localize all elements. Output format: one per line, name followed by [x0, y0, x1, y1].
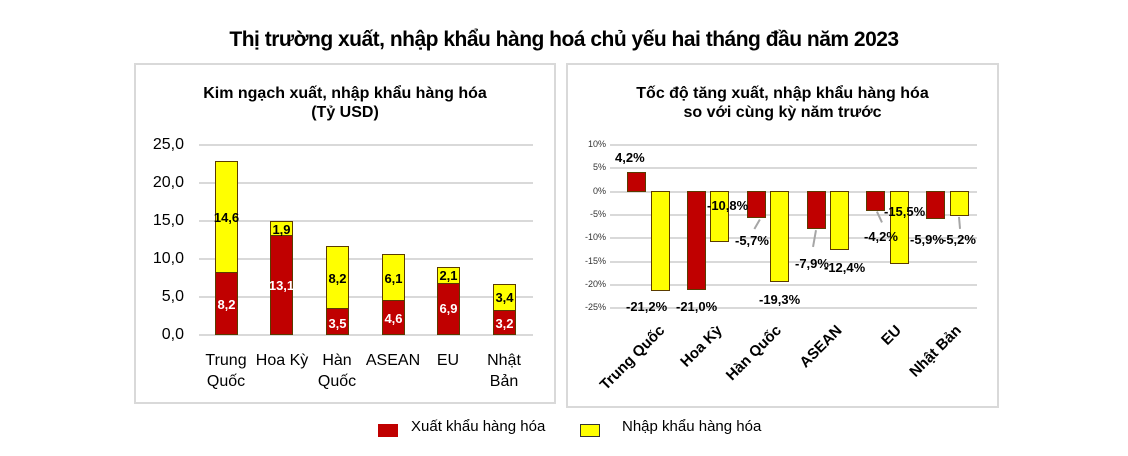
value-label: 6,9: [439, 301, 458, 316]
x-label: Nhật Bản: [487, 352, 521, 390]
x-label: Trung Quốc: [205, 352, 247, 390]
y-tick: 10%: [587, 139, 606, 149]
y-tick: -10%: [584, 232, 606, 242]
right-chart-title: Tốc độ tăng xuất, nhập khẩu hàng hóa so …: [566, 84, 999, 122]
value-label: 13,1: [268, 278, 295, 293]
value-label: 14,6: [213, 210, 240, 225]
value-label: -5,9%: [910, 232, 944, 247]
left-chart-title: Kim ngạch xuất, nhập khẩu hàng hóa (Tỷ U…: [134, 84, 556, 122]
bar-export: [807, 191, 826, 229]
x-label: Hàn Quốc: [317, 352, 357, 390]
legend-label-export: Xuất khẩu hàng hóa: [411, 418, 546, 435]
gridline: [199, 296, 533, 298]
gridline: [199, 182, 533, 184]
value-label: 6,1: [384, 271, 403, 286]
value-label: -10,8%: [707, 198, 749, 213]
x-label: ASEAN: [365, 352, 421, 369]
gridline: [610, 284, 977, 286]
bar-export: [747, 191, 766, 218]
gridline: [199, 220, 533, 222]
bar-export: [437, 283, 460, 335]
y-tick: 5%: [592, 162, 606, 172]
bar-import: [950, 191, 969, 216]
value-label: -4,2%: [864, 229, 898, 244]
main-title: Thị trường xuất, nhập khẩu hàng hoá chủ …: [229, 28, 899, 51]
gridline: [610, 261, 977, 263]
left-chart-panel: [134, 63, 556, 404]
gridline: [199, 144, 533, 146]
x-label: EU: [436, 352, 460, 369]
y-tick: 10,0: [152, 250, 184, 267]
bar-export: [866, 191, 885, 211]
right-title-line1: Tốc độ tăng xuất, nhập khẩu hàng hóa: [636, 85, 929, 102]
value-label: -15,5%: [884, 204, 926, 219]
y-tick: 0,0: [161, 326, 184, 343]
bar-export: [687, 191, 706, 290]
left-title-line1: Kim ngạch xuất, nhập khẩu hàng hóa: [203, 85, 487, 102]
y-tick: -20%: [584, 279, 606, 289]
y-tick: 25,0: [152, 136, 184, 153]
bar-import: [890, 191, 909, 264]
gridline: [199, 258, 533, 260]
value-label: -7,9%: [795, 256, 829, 271]
value-label: -5,2%: [942, 232, 976, 247]
y-tick: -5%: [589, 209, 606, 219]
bar-export: [926, 191, 945, 219]
value-label: 8,2: [328, 271, 347, 286]
value-label: 4,6: [384, 311, 403, 326]
bar-import: [710, 191, 729, 242]
value-label: 2,1: [439, 268, 458, 283]
legend-label-import: Nhập khẩu hàng hóa: [622, 418, 762, 435]
bar-import: [830, 191, 849, 250]
value-label: -21,0%: [676, 299, 718, 314]
value-label: 4,2%: [615, 150, 645, 165]
value-label: -21,2%: [626, 299, 668, 314]
bar-export: [627, 172, 646, 192]
left-title-line2: (Tỷ USD): [311, 104, 379, 121]
value-label: -19,3%: [759, 292, 801, 307]
y-tick: 20,0: [152, 174, 184, 191]
gridline: [610, 214, 977, 216]
legend-swatch-export: [378, 424, 398, 437]
value-label: -12,4%: [824, 260, 866, 275]
y-tick: -15%: [584, 256, 606, 266]
x-label: Hoa Kỳ: [255, 352, 309, 369]
bar-export: [326, 308, 349, 335]
value-label: 3,2: [495, 316, 514, 331]
right-title-line2: so với cùng kỳ năm trước: [683, 104, 882, 121]
bar-import: [770, 191, 789, 282]
legend-swatch-import: [580, 424, 600, 437]
y-tick: 0%: [592, 186, 606, 196]
bar-export: [270, 235, 293, 335]
bar-export: [215, 272, 238, 335]
gridline: [199, 334, 533, 336]
y-tick: 5,0: [161, 288, 184, 305]
y-tick: -25%: [584, 302, 606, 312]
bar-export: [382, 300, 405, 335]
value-label: 8,2: [217, 297, 236, 312]
y-tick: 15,0: [152, 212, 184, 229]
bar-import: [651, 191, 670, 291]
gridline: [610, 167, 977, 169]
gridline: [610, 191, 977, 193]
value-label: 3,5: [328, 316, 347, 331]
value-label: -5,7%: [735, 233, 769, 248]
gridline: [610, 144, 977, 146]
value-label: 3,4: [495, 290, 514, 305]
bar-export: [493, 310, 516, 335]
value-label: 1,9: [272, 222, 291, 237]
gridline: [610, 307, 977, 309]
gridline: [610, 237, 977, 239]
